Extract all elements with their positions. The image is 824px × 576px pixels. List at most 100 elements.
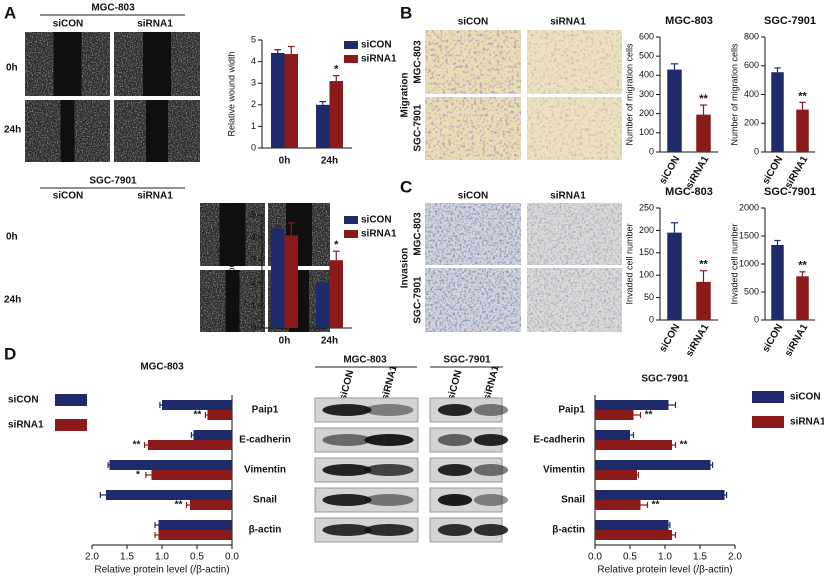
y-tick-label: 2 <box>251 99 256 109</box>
x-tick-label: siRNA1 <box>783 322 811 359</box>
chart-title: MGC-803 <box>140 362 184 373</box>
y-tick-label: 5 <box>251 34 256 44</box>
x-tick-label: 1.0 <box>155 552 169 563</box>
significance: ** <box>645 410 653 421</box>
y-tick-label: 300 <box>639 89 654 99</box>
bar <box>667 69 682 152</box>
significance: * <box>334 64 339 76</box>
y-tick-label: 600 <box>744 60 759 70</box>
bar <box>284 54 298 148</box>
x-tick-label: siCON <box>658 322 683 354</box>
bar <box>271 228 285 328</box>
x-tick-label: 0.0 <box>225 552 239 563</box>
group-title: SGC-7901 <box>443 355 491 366</box>
bar <box>109 460 232 470</box>
blot-band <box>437 404 473 416</box>
assay-label: Invasion <box>400 248 411 289</box>
blot-band <box>322 494 372 506</box>
legend-label: siCON <box>790 392 821 403</box>
bar <box>106 490 232 500</box>
blot-band <box>364 434 414 446</box>
category-label: Paip1 <box>558 405 585 416</box>
legend-swatch <box>344 216 358 224</box>
legend-swatch <box>752 391 784 403</box>
bar <box>148 440 232 450</box>
x-tick-label: siCON <box>761 322 786 354</box>
bar <box>329 81 343 148</box>
y-tick-label: 5 <box>251 209 256 219</box>
significance: ** <box>798 90 807 102</box>
blot-band <box>437 524 473 536</box>
blot-band <box>473 464 509 476</box>
legend-label: siRNA1 <box>361 54 397 65</box>
legend-label: siRNA1 <box>8 420 44 431</box>
bar <box>796 276 809 320</box>
y-tick-label: 0 <box>754 314 759 324</box>
y-tick-label: 1500 <box>739 230 759 240</box>
bar <box>329 260 343 328</box>
blot-band <box>437 464 473 476</box>
blot-band <box>437 434 473 446</box>
category-label: Vimentin <box>244 465 286 476</box>
blot-band <box>473 404 509 416</box>
y-axis-label: Invaded cell number <box>624 223 634 304</box>
x-tick-label: 1.5 <box>693 552 707 563</box>
row-label: MGC-803 <box>413 40 424 84</box>
panel-label: B <box>400 3 412 22</box>
y-tick-label: 50 <box>644 292 654 302</box>
wound-gap <box>53 32 82 96</box>
column-label: siCON <box>458 191 489 202</box>
blot-band <box>364 404 414 416</box>
assay-label: Migration <box>400 73 411 118</box>
y-tick-label: 2000 <box>739 202 759 212</box>
y-tick-label: 2 <box>251 277 256 287</box>
bar <box>771 72 784 152</box>
bar <box>696 281 711 320</box>
column-label: siRNA1 <box>550 191 586 202</box>
lane-label: siRNA1 <box>380 364 400 402</box>
lane-label: siCON <box>446 369 465 401</box>
significance: ** <box>798 260 807 272</box>
micrograph-texture <box>425 30 521 94</box>
blot-band <box>364 464 414 476</box>
blot-band <box>437 494 473 506</box>
y-axis-label: Number of migration cells <box>624 43 634 146</box>
x-axis-label: Relative protein level (/β-actin) <box>94 565 229 576</box>
blot-band <box>322 524 372 536</box>
transwell-labels: siCON siRNA1 MGC-803 SGC-7901 Migration … <box>400 17 587 324</box>
significance: ** <box>680 440 688 451</box>
wound-gap <box>146 100 168 162</box>
chart-title: SGC-7901 <box>764 15 816 27</box>
y-tick-label: 600 <box>639 31 654 41</box>
significance: * <box>136 470 140 481</box>
row-label: 24h <box>4 125 21 136</box>
legend-swatch <box>55 419 87 431</box>
legend-swatch <box>344 230 358 238</box>
wound-gap <box>219 203 246 266</box>
x-tick-label: 0.0 <box>588 552 602 563</box>
y-tick-label: 1 <box>251 300 256 310</box>
y-tick-label: 400 <box>639 70 654 80</box>
y-tick-label: 3 <box>251 255 256 265</box>
x-tick-label: 0h <box>279 336 291 347</box>
legend-swatch <box>344 55 358 63</box>
bar <box>696 114 711 152</box>
bar <box>162 400 232 410</box>
bar <box>595 530 672 540</box>
x-tick-label: siCON <box>658 154 683 186</box>
bar <box>595 460 711 470</box>
column-label: siRNA1 <box>137 19 173 30</box>
panel-label: A <box>4 3 16 22</box>
group-title: MGC-803 <box>91 3 135 14</box>
bar <box>207 410 232 420</box>
legend-swatch <box>55 394 87 406</box>
category-label: Snail <box>561 495 585 506</box>
significance: ** <box>699 93 708 105</box>
category-label: Snail <box>253 495 277 506</box>
micrograph-texture <box>425 268 521 332</box>
western-labels: MGC-803 siCON siRNA1 SGC-7901 siCON siRN… <box>315 355 503 402</box>
wound-gap <box>225 270 240 332</box>
row-label: 0h <box>6 63 18 74</box>
x-tick-label: 2.0 <box>728 552 742 563</box>
blot-band <box>322 434 372 446</box>
